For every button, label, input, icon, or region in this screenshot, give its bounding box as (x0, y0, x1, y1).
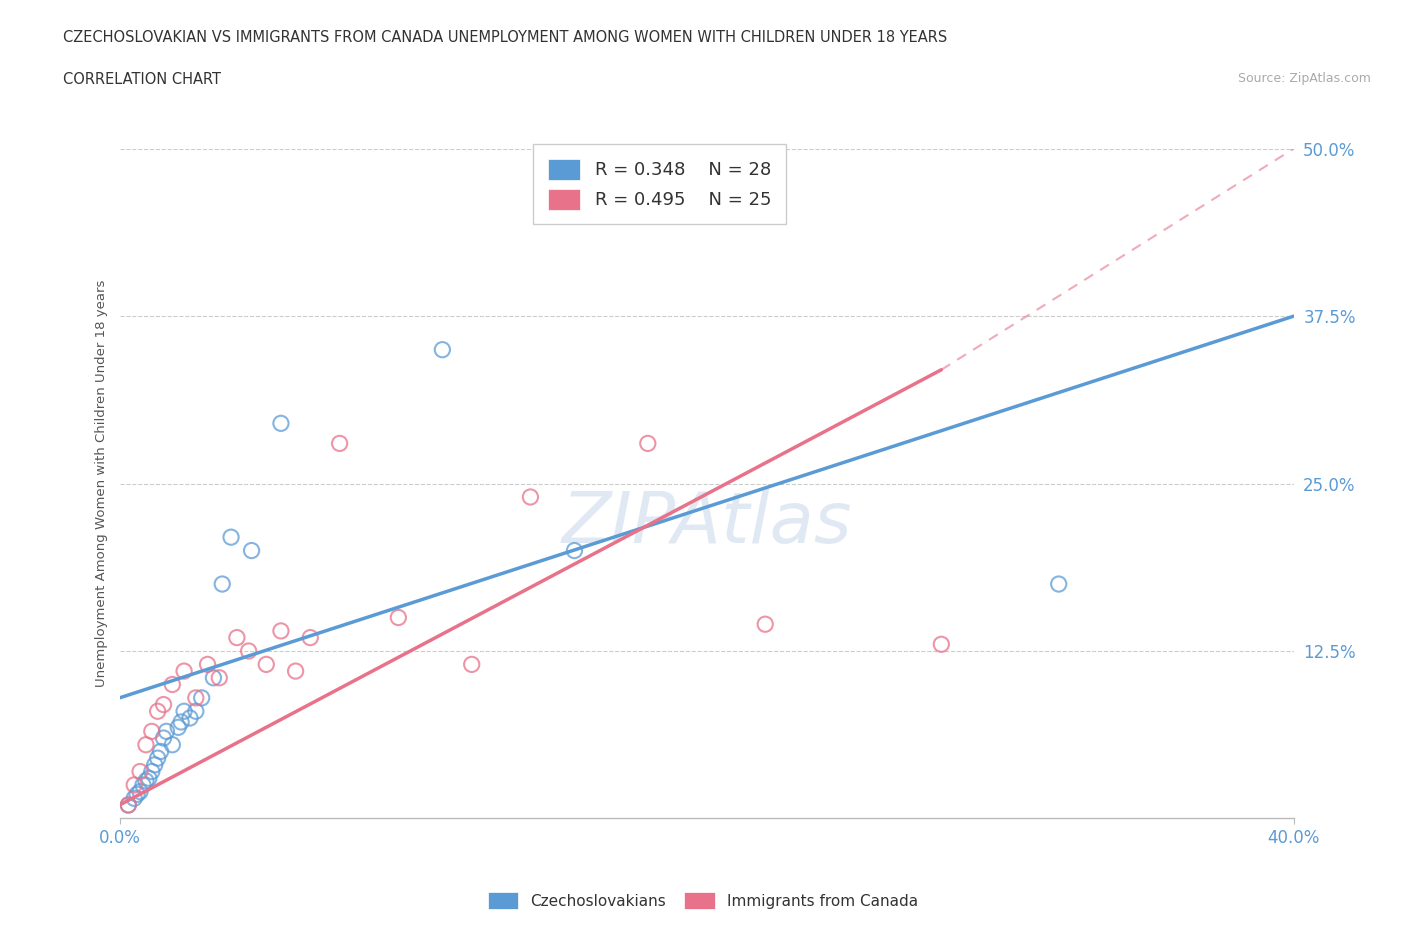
Point (135, 737, 157, 752)
Legend: R = 0.348    N = 28, R = 0.495    N = 25: R = 0.348 N = 28, R = 0.495 N = 25 (533, 144, 786, 224)
Point (270, 623, 292, 638)
Point (129, 784, 152, 799)
Point (173, 704, 195, 719)
Point (129, 764, 152, 779)
Point (208, 671, 231, 685)
Point (460, 657, 484, 671)
Point (270, 416, 292, 431)
Text: ZIPAtlas: ZIPAtlas (561, 489, 852, 558)
Point (170, 714, 193, 729)
Point (179, 711, 201, 725)
Point (197, 657, 219, 671)
Point (146, 751, 169, 765)
Y-axis label: Unemployment Among Women with Children Under 18 years: Unemployment Among Women with Children U… (96, 280, 108, 687)
Point (254, 657, 277, 671)
Point (152, 698, 174, 712)
Point (117, 798, 139, 813)
Point (162, 737, 184, 752)
Point (184, 690, 207, 705)
Point (329, 436, 352, 451)
Point (155, 724, 177, 738)
Point (637, 436, 659, 451)
Point (184, 704, 207, 719)
Legend: Czechoslovakians, Immigrants from Canada: Czechoslovakians, Immigrants from Canada (481, 886, 925, 915)
Point (167, 720, 190, 735)
Point (387, 610, 409, 625)
Point (754, 617, 776, 631)
Point (211, 577, 233, 591)
Point (127, 787, 149, 802)
Point (225, 631, 249, 645)
Point (240, 543, 263, 558)
Point (146, 704, 169, 719)
Point (299, 631, 322, 645)
Point (432, 342, 454, 357)
Point (152, 731, 174, 746)
Point (202, 671, 225, 685)
Point (284, 664, 307, 679)
Point (141, 764, 163, 779)
Point (143, 757, 166, 772)
Point (162, 677, 184, 692)
Point (173, 664, 195, 679)
Text: CZECHOSLOVAKIAN VS IMMIGRANTS FROM CANADA UNEMPLOYMENT AMONG WOMEN WITH CHILDREN: CZECHOSLOVAKIAN VS IMMIGRANTS FROM CANAD… (63, 30, 948, 45)
Point (141, 724, 163, 738)
Point (219, 530, 242, 545)
Text: CORRELATION CHART: CORRELATION CHART (63, 72, 221, 86)
Point (238, 644, 260, 658)
Text: Source: ZipAtlas.com: Source: ZipAtlas.com (1237, 72, 1371, 85)
Point (190, 690, 212, 705)
Point (117, 798, 139, 813)
Point (564, 543, 586, 558)
Point (122, 777, 145, 792)
Point (519, 489, 541, 504)
Point (122, 790, 145, 805)
Point (138, 771, 160, 786)
Point (132, 777, 155, 792)
Point (931, 637, 953, 652)
Point (1047, 577, 1070, 591)
Point (149, 744, 172, 759)
Point (135, 774, 157, 789)
